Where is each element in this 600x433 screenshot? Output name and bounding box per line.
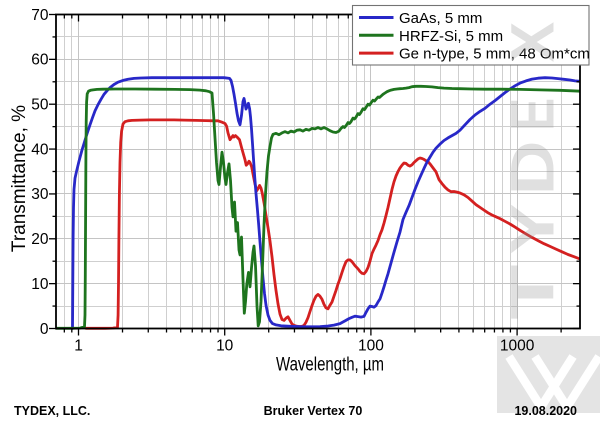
- svg-text:GaAs, 5 mm: GaAs, 5 mm: [399, 10, 482, 27]
- svg-text:T: T: [499, 264, 567, 319]
- svg-text:X: X: [499, 21, 567, 62]
- svg-text:100: 100: [358, 338, 384, 355]
- svg-text:40: 40: [31, 141, 49, 158]
- svg-text:HRFZ-Si, 5 mm: HRFZ-Si, 5 mm: [399, 28, 503, 45]
- svg-text:E: E: [499, 98, 567, 131]
- svg-text:1: 1: [74, 338, 83, 355]
- svg-text:1000: 1000: [500, 338, 535, 355]
- svg-text:D: D: [498, 140, 567, 195]
- svg-text:Ge n-type, 5 mm, 48 Om*cm: Ge n-type, 5 mm, 48 Om*cm: [399, 46, 590, 63]
- svg-text:20: 20: [31, 231, 49, 248]
- svg-text:60: 60: [31, 52, 49, 69]
- svg-text:70: 70: [31, 7, 49, 24]
- svg-text:0: 0: [40, 321, 49, 338]
- svg-text:Bruker Vertex 70: Bruker Vertex 70: [264, 404, 363, 418]
- svg-text:10: 10: [216, 338, 234, 355]
- svg-text:50: 50: [31, 97, 49, 114]
- svg-text:30: 30: [31, 186, 49, 203]
- svg-text:19.08.2020: 19.08.2020: [514, 404, 577, 418]
- svg-text:Transmittance, %: Transmittance, %: [9, 105, 30, 252]
- svg-text:10: 10: [31, 276, 49, 293]
- svg-text:Y: Y: [498, 204, 567, 255]
- svg-text:Wavelength, µm: Wavelength, µm: [276, 355, 384, 376]
- svg-text:TYDEX, LLC.: TYDEX, LLC.: [14, 404, 90, 418]
